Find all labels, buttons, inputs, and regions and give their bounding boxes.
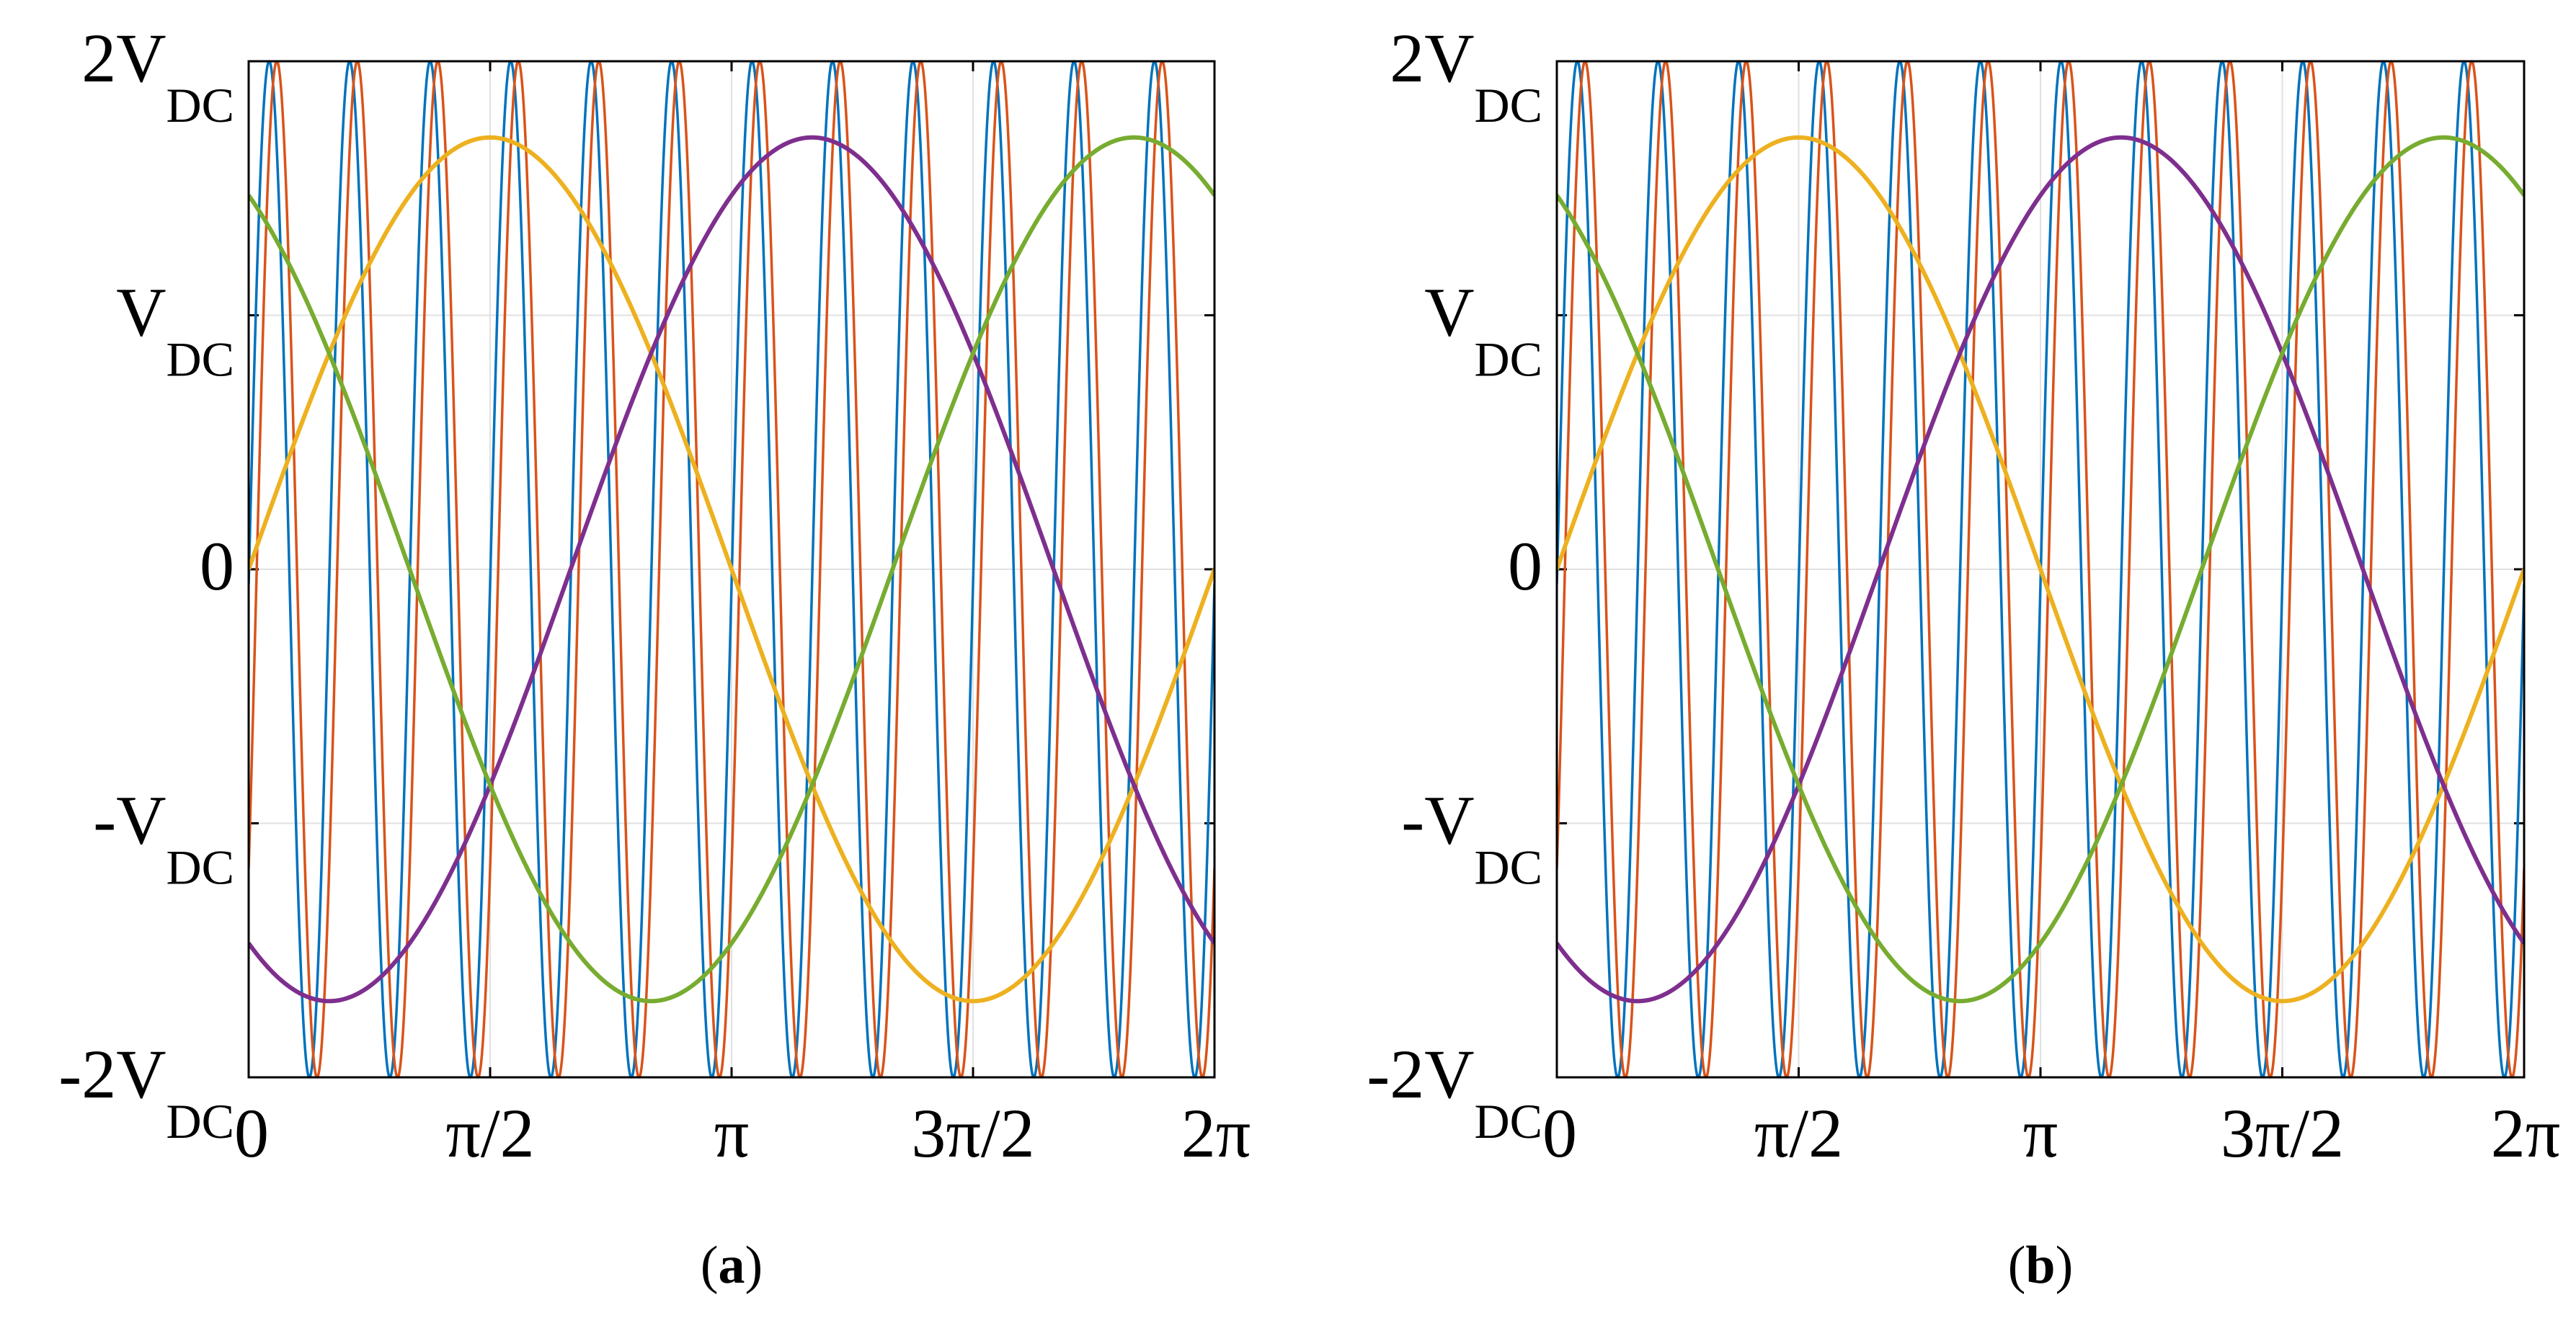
x-tick-label: 3π/2 [2221,1095,2344,1172]
y-tick-label-subscript: DC [1475,332,1542,387]
axes-frame [247,60,1216,1079]
carrier-wave-line [1557,60,2524,1079]
reference-sine-line [249,135,1214,1004]
caption-letter: a [719,1236,745,1295]
caption-letter: b [2025,1236,2055,1295]
x-tick-label: 0 [234,1095,269,1172]
y-tick-label: 0 [1508,527,1542,605]
x-tick-labels: 0 π/2 π 3π/2 2π [1542,1095,2560,1172]
panel-caption-b: (b) [2008,1236,2073,1295]
y-tick-label-subscript: DC [166,840,234,895]
y-tick-label: -VDC [93,782,234,895]
y-tick-label: VDC [1424,274,1542,387]
y-tick-label-main: -2V [58,1036,166,1113]
y-tick-label-main: V [1424,274,1474,351]
series-lines [249,60,1214,1079]
y-tick-label-main: -V [1401,782,1474,859]
carrier-wave-line [249,60,1214,1079]
y-tick-label-main: 0 [1508,527,1542,605]
caption-open-paren: ( [701,1236,719,1295]
reference-sine-line [1557,135,2524,1004]
carrier-wave-line [249,60,1214,1079]
y-tick-label-subscript: DC [1475,78,1542,133]
y-tick-label: 2VDC [81,19,234,133]
x-tick-label: π [714,1095,749,1172]
x-tick-label: π/2 [1754,1095,1843,1172]
axes-frame [1555,60,2526,1079]
caption-close-paren: ) [745,1236,763,1295]
y-tick-label: -2VDC [58,1036,234,1149]
x-tick-label: π [2023,1095,2058,1172]
reference-sine-line [249,135,1214,1004]
reference-sine-line [249,135,1214,1004]
y-tick-label-main: 0 [200,527,234,605]
reference-sine-line [1557,135,2524,1004]
series-lines [1557,60,2524,1079]
y-tick-label-subscript: DC [166,332,234,387]
x-tick-label: 0 [1542,1095,1577,1172]
y-tick-label: 0 [200,527,234,605]
y-tick-label-main: 2V [81,19,166,97]
x-tick-label: 3π/2 [911,1095,1034,1172]
y-tick-label: 2VDC [1390,19,1542,133]
y-tick-label-subscript: DC [166,1094,234,1149]
reference-sine-line [1557,135,2524,1004]
y-tick-label-main: 2V [1390,19,1474,97]
x-tick-label: 2π [1181,1095,1251,1172]
x-tick-label: π/2 [445,1095,534,1172]
x-tick-labels: 0 π/2 π 3π/2 2π [234,1095,1251,1172]
y-tick-label-subscript: DC [166,78,234,133]
y-tick-label: VDC [116,274,234,387]
caption-open-paren: ( [2008,1236,2026,1295]
y-tick-label-main: V [116,274,166,351]
caption-close-paren: ) [2056,1236,2074,1295]
y-tick-label: -VDC [1401,782,1542,895]
y-tick-label-main: -V [93,782,166,859]
carrier-wave-line [1557,60,2524,1079]
y-tick-label-subscript: DC [1475,1094,1542,1149]
panel-caption-a: (a) [701,1236,763,1295]
y-tick-label-subscript: DC [1475,840,1542,895]
y-tick-label-main: -2V [1367,1036,1474,1113]
x-tick-label: 2π [2491,1095,2560,1172]
y-tick-label: -2VDC [1367,1036,1542,1149]
